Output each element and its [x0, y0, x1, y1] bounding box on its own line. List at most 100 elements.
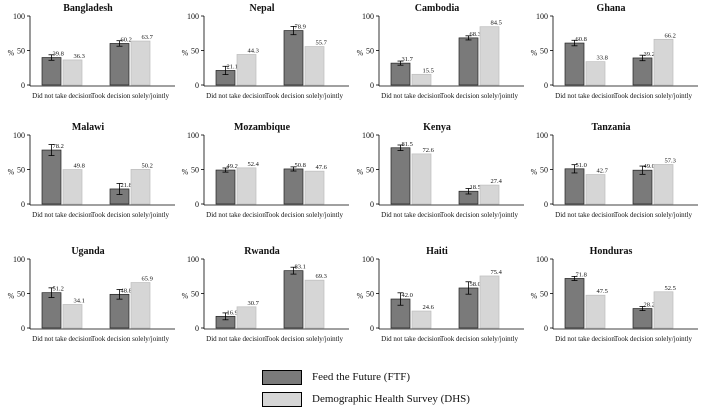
y-tick-label: 50	[191, 290, 199, 299]
data-label-ftf: 50.8	[295, 162, 306, 169]
x-tick-label: Took decision solely/jointly	[440, 335, 519, 343]
data-label-ftf: 78.2	[53, 143, 64, 150]
data-label-dhs: 84.5	[491, 20, 502, 27]
y-axis-label: %	[182, 49, 189, 58]
y-tick-label: 0	[195, 200, 199, 209]
bar-dhs	[130, 169, 151, 205]
data-label-ftf: 31.7	[402, 56, 414, 63]
y-tick-label: 100	[13, 12, 25, 21]
bar-dhs	[236, 54, 257, 86]
bar-ftf	[458, 37, 479, 86]
y-axis-label: %	[8, 49, 15, 58]
y-tick-label: 100	[362, 255, 374, 264]
bar-dhs	[304, 170, 325, 205]
y-tick-label: 100	[13, 131, 25, 140]
legend-label-dhs: Demographic Health Survey (DHS)	[312, 393, 470, 405]
panel-malawi: Malawi 0 50 100% 78.2 49.8 Did not take decisi…	[8, 122, 175, 219]
bar-dhs	[653, 164, 674, 205]
panel-title: Nepal	[250, 3, 275, 14]
y-tick-label: 50	[540, 290, 548, 299]
panel-title: Kenya	[423, 122, 451, 133]
x-tick-label: Took decision solely/jointly	[91, 335, 170, 343]
bar-dhs	[304, 46, 325, 86]
x-tick-label: Took decision solely/jointly	[614, 92, 693, 100]
data-label-dhs: 75.4	[491, 269, 503, 276]
panel-rwanda: Rwanda 0 50 100% 16.9 30.7 Did not take decisi…	[182, 246, 349, 343]
bar-ftf	[390, 147, 411, 205]
x-tick-label: Did not take decision	[206, 211, 266, 219]
y-axis-label: %	[531, 168, 538, 177]
legend-label-ftf: Feed the Future (FTF)	[312, 371, 411, 383]
data-label-ftf: 81.5	[402, 141, 413, 148]
panel-title: Cambodia	[415, 3, 459, 14]
legend-item-dhs: Demographic Health Survey (DHS)	[262, 390, 470, 408]
data-label-ftf: 60.8	[576, 36, 587, 43]
data-label-ftf: 51.0	[576, 162, 587, 169]
y-tick-label: 50	[191, 166, 199, 175]
bar-ftf	[632, 169, 653, 205]
panel-title: Uganda	[71, 246, 104, 257]
x-tick-label: Did not take decision	[32, 211, 92, 219]
legend-swatch-ftf	[262, 369, 302, 385]
legend-swatch-dhs	[262, 391, 302, 407]
data-label-dhs: 47.6	[316, 164, 328, 171]
data-label-dhs: 57.3	[665, 157, 676, 164]
x-tick-label: Took decision solely/jointly	[614, 335, 693, 343]
y-tick-label: 50	[540, 47, 548, 56]
data-label-dhs: 55.7	[316, 40, 328, 47]
bar-dhs	[236, 306, 257, 329]
data-label-ftf: 16.9	[227, 309, 238, 316]
chart-legend: Feed the Future (FTF) Demographic Health…	[262, 364, 542, 408]
data-label-dhs: 50.2	[142, 162, 153, 169]
data-label-ftf: 42.0	[402, 292, 413, 299]
bar-dhs	[411, 153, 432, 205]
y-tick-label: 0	[370, 324, 374, 333]
bar-dhs	[585, 61, 606, 86]
data-label-dhs: 44.3	[248, 47, 259, 54]
panel-haiti: Haiti 0 50 100% 42.0 24.6 Did not take decisio…	[357, 246, 524, 343]
y-axis-label: %	[357, 168, 364, 177]
bar-ftf	[283, 168, 304, 205]
panel-honduras: Honduras 0 50 100% 71.8 47.5 Did not take deci…	[531, 246, 698, 343]
panel-kenya: Kenya 0 50 100% 81.5 72.6 Did not take decisio…	[357, 122, 524, 219]
panel-title: Haiti	[426, 246, 448, 257]
data-label-dhs: 52.4	[248, 161, 260, 168]
x-tick-label: Did not take decision	[555, 335, 615, 343]
x-tick-label: Did not take decision	[381, 92, 441, 100]
x-tick-label: Did not take decision	[206, 335, 266, 343]
bar-dhs	[130, 40, 151, 86]
bar-dhs	[653, 38, 674, 86]
panel-title: Rwanda	[244, 246, 280, 257]
x-tick-label: Took decision solely/jointly	[91, 92, 170, 100]
bar-ftf	[41, 57, 62, 86]
data-label-ftf: 21.8	[121, 182, 132, 189]
x-tick-label: Took decision solely/jointly	[614, 211, 693, 219]
panel-title: Ghana	[597, 3, 626, 14]
data-label-dhs: 24.6	[423, 304, 435, 311]
data-label-dhs: 72.6	[423, 147, 435, 154]
bar-ftf	[109, 43, 130, 86]
panel-title: Malawi	[72, 122, 104, 133]
panel-bangladesh: Bangladesh 0 50 100% 39.8 36.3 Did not take de…	[8, 3, 175, 100]
data-label-dhs: 69.3	[316, 273, 327, 280]
bar-dhs	[585, 294, 606, 329]
y-axis-label: %	[357, 292, 364, 301]
y-tick-label: 100	[187, 131, 199, 140]
data-label-ftf: 60.2	[121, 36, 132, 43]
data-label-dhs: 15.5	[423, 67, 434, 74]
bar-dhs	[130, 282, 151, 329]
x-tick-label: Did not take decision	[381, 335, 441, 343]
y-tick-label: 50	[366, 166, 374, 175]
data-label-ftf: 48.8	[121, 287, 132, 294]
bar-ftf	[564, 168, 585, 205]
bar-ftf	[632, 308, 653, 329]
data-label-ftf: 49.0	[644, 163, 655, 170]
data-label-ftf: 68.3	[470, 31, 481, 38]
data-label-dhs: 36.3	[74, 53, 85, 60]
data-label-dhs: 47.5	[597, 288, 608, 295]
bar-ftf	[41, 292, 62, 329]
y-tick-label: 0	[195, 81, 199, 90]
panel-ghana: Ghana 0 50 100% 60.8 33.8 Did not take decisio…	[531, 3, 698, 100]
y-tick-label: 0	[544, 81, 548, 90]
